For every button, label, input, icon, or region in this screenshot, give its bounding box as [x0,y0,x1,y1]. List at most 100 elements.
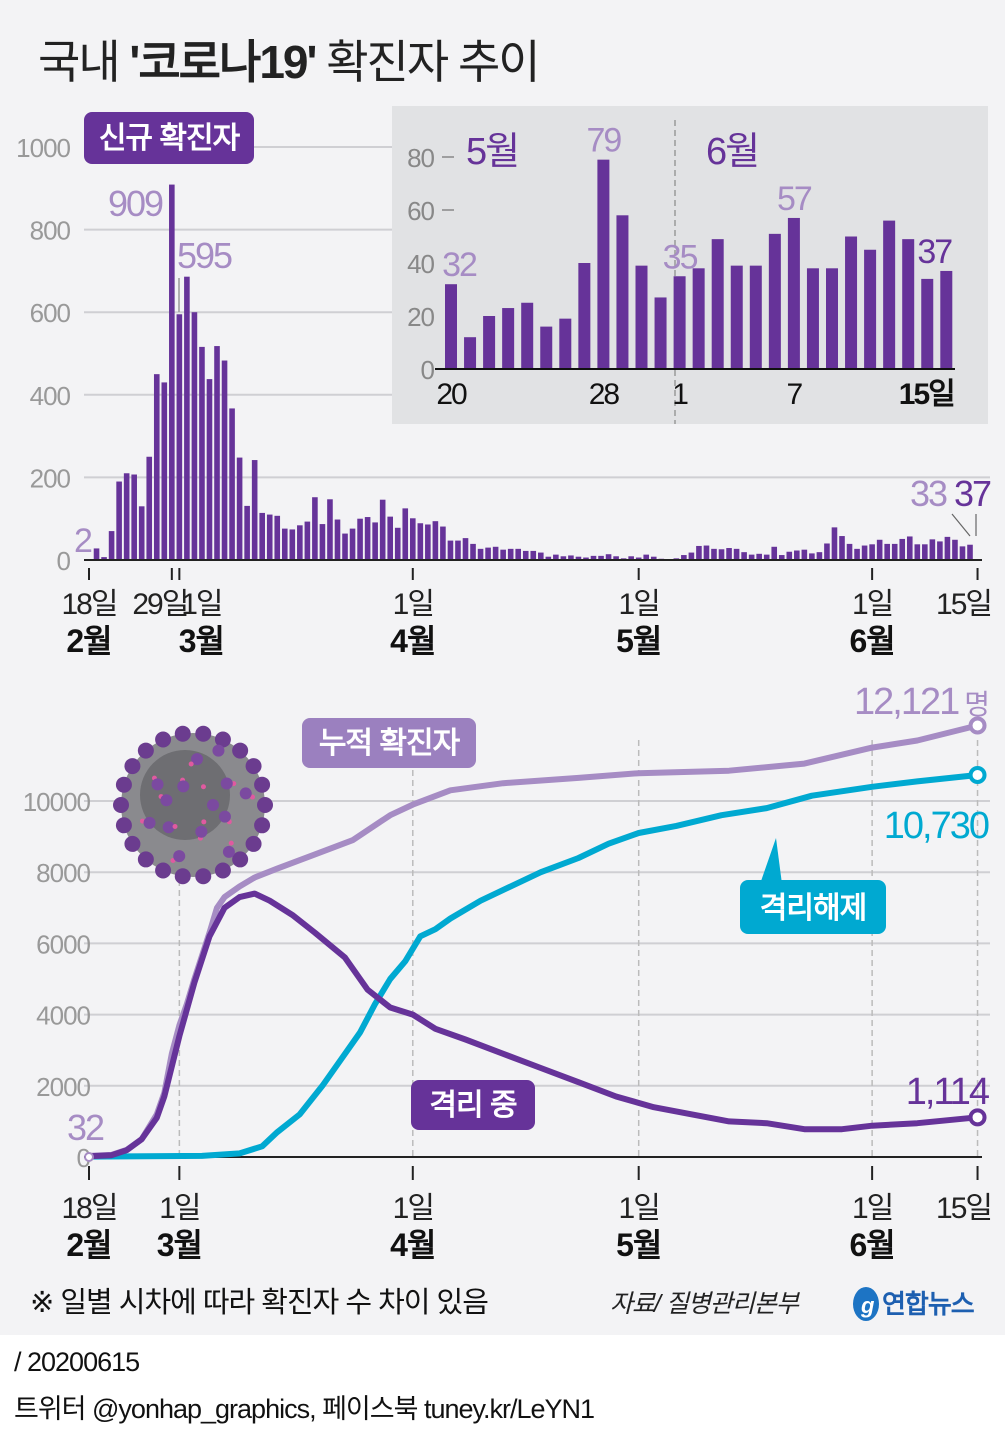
bar [801,549,808,560]
bar [229,408,235,560]
logo-text: 연합뉴스 [882,1289,975,1319]
inset-x-tick-label: 15일 [899,378,954,411]
virus-spike [177,780,190,793]
bar [748,554,755,560]
bar [146,456,153,560]
bar [289,529,296,560]
start-value: 32 [67,1107,104,1148]
svg-text:g: g [860,1293,875,1318]
footer-date: / 20200615 [14,1347,140,1377]
bar [462,538,469,560]
bar [613,556,619,560]
inset-x-tick-label: 20 [436,378,467,411]
y-tick-label: 2000 [36,1072,90,1102]
bar [440,526,446,560]
bar [530,550,537,560]
bar [899,538,906,560]
virus-spike [254,817,271,834]
bar [101,557,107,560]
bar [688,552,695,560]
y-tick-label: 800 [30,216,71,246]
bar [364,517,371,560]
bar [778,555,785,560]
virus-spike [124,758,141,775]
annotation-start: 2 [74,522,92,560]
month-label: 6월 [849,1227,894,1263]
annotation-second: 595 [177,235,232,276]
bar [703,545,710,560]
bar [635,557,642,560]
recovered-label-badge [740,880,886,934]
isolated-last-value: 1,114 [906,1071,990,1113]
bar [771,546,778,560]
x-tick-label: 29일 [132,588,187,621]
bar [492,546,499,560]
bar [214,346,220,560]
virus-spike [137,742,154,759]
virus-dot [172,823,178,829]
virus-illustration [113,725,273,885]
inset-y-tick-label: 0 [421,355,435,385]
bar [560,556,567,560]
bar [93,548,100,560]
y-tick-label: 10000 [23,787,91,817]
bar [417,523,424,560]
inset-bar [654,297,667,369]
x-tick-label: 18일 [62,1192,117,1225]
annotation-prev: 33 [910,473,947,514]
inset-bar [826,268,838,369]
bar [470,543,476,560]
isolated-label-badge [411,1080,535,1130]
virus-spike [174,725,191,742]
bar [304,521,311,560]
bar [929,539,936,560]
bar [251,460,258,560]
x-tick-label: 1일 [393,1192,433,1225]
virus-spike [124,835,141,852]
bar [786,551,793,560]
bar [967,544,973,560]
bar [236,457,243,560]
bar [372,522,378,560]
bar [681,555,687,560]
inset-bar [864,249,877,369]
series-end-marker [968,716,987,735]
unit: 명 [964,689,988,720]
bar [116,481,122,560]
bar [816,552,823,560]
virus-spike [160,794,173,807]
bar [741,552,747,560]
bar [123,473,130,560]
virus-spike [222,845,235,858]
month-label: 4월 [390,1227,435,1263]
inset-bar [445,284,457,369]
inset-bar [635,265,648,369]
x-tick-label: 1일 [852,588,892,621]
virus-spike [245,835,262,852]
bar [327,499,333,560]
recovered-label-pointer [760,838,782,884]
bar [297,525,303,560]
virus-spike [113,797,129,813]
bar [568,555,574,560]
virus-spike [239,787,252,800]
bar [937,541,943,560]
series-end-marker [968,1108,987,1127]
y-tick-label: 4000 [36,1001,90,1031]
x-tick-label: 18일 [62,588,117,621]
isolated-line [88,890,978,1160]
bar [763,554,770,560]
bar [553,554,559,560]
isolated-label: 격리 중 [429,1089,517,1122]
bar [650,556,657,560]
series-label-badge [84,112,254,164]
series-end-marker [968,766,987,785]
month-label: 3월 [179,623,224,659]
inset-bar [902,239,915,369]
cumulative-label: 누적 확진자 [319,727,461,760]
inset-annotation: 37 [917,233,952,271]
bar [349,528,356,560]
inset-x-tick-label: 28 [589,378,620,411]
month-label: 5월 [616,623,661,659]
virus-spike [254,776,271,793]
